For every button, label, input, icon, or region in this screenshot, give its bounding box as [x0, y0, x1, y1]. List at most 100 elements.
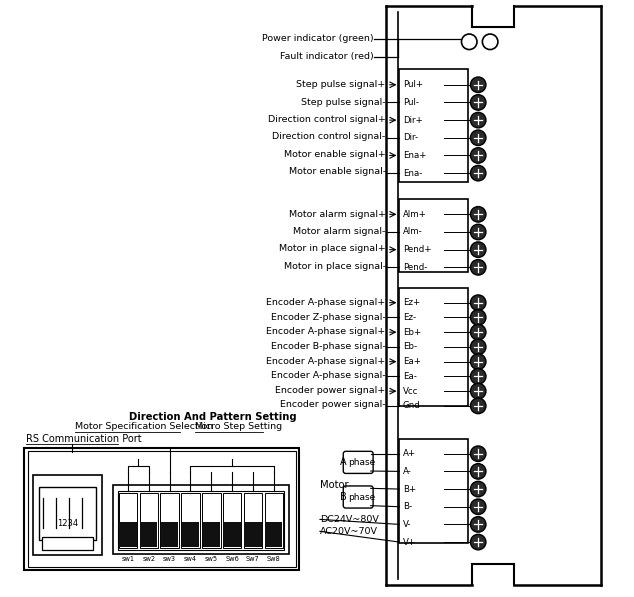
Bar — [202, 493, 221, 548]
Text: Dir+: Dir+ — [403, 116, 423, 125]
Text: Motor alarm signal-: Motor alarm signal- — [294, 227, 385, 236]
Text: Pend-: Pend- — [403, 263, 427, 272]
Circle shape — [470, 260, 486, 275]
Circle shape — [470, 516, 486, 532]
Text: Sw7: Sw7 — [246, 556, 260, 562]
Bar — [160, 493, 179, 548]
Circle shape — [470, 224, 486, 240]
Text: DC24V~80V: DC24V~80V — [320, 515, 379, 524]
Text: B-: B- — [403, 502, 412, 511]
Text: 1234: 1234 — [57, 519, 79, 528]
Text: Vcc: Vcc — [403, 387, 418, 396]
Text: sw3: sw3 — [163, 556, 176, 562]
Text: Encoder Z-phase signal-: Encoder Z-phase signal- — [271, 312, 385, 322]
Bar — [42, 537, 93, 550]
Circle shape — [470, 130, 486, 146]
Text: V-: V- — [403, 520, 411, 529]
Bar — [399, 288, 468, 406]
Bar — [28, 451, 295, 567]
FancyBboxPatch shape — [343, 451, 373, 473]
Text: Direction And Pattern Setting: Direction And Pattern Setting — [129, 412, 297, 421]
Text: Dir-: Dir- — [403, 133, 418, 142]
Text: sw1: sw1 — [122, 556, 134, 562]
Text: Ez-: Ez- — [403, 313, 416, 322]
Bar — [399, 199, 468, 272]
Bar — [140, 522, 157, 547]
Text: B: B — [340, 492, 346, 502]
Text: Power indicator (green): Power indicator (green) — [262, 34, 373, 44]
Text: Direction control signal-: Direction control signal- — [273, 132, 385, 141]
Text: AC20V~70V: AC20V~70V — [320, 527, 378, 536]
Text: Step pulse signal-: Step pulse signal- — [301, 97, 385, 107]
Bar — [244, 522, 262, 547]
Text: Sw6: Sw6 — [225, 556, 239, 562]
Text: Eb+: Eb+ — [403, 328, 421, 337]
Text: Pul+: Pul+ — [403, 80, 423, 90]
Text: Micro Step Setting: Micro Step Setting — [195, 422, 281, 432]
Text: Motor alarm signal+: Motor alarm signal+ — [288, 210, 385, 219]
Circle shape — [470, 95, 486, 110]
Text: Fault indicator (red): Fault indicator (red) — [280, 52, 373, 61]
FancyBboxPatch shape — [343, 486, 373, 508]
Bar — [264, 493, 283, 548]
Text: A+: A+ — [403, 449, 416, 458]
Circle shape — [470, 207, 486, 222]
Circle shape — [482, 34, 498, 50]
Circle shape — [470, 368, 486, 384]
Circle shape — [470, 464, 486, 479]
Text: Motor Specification Selection: Motor Specification Selection — [75, 422, 213, 432]
Text: Encoder B-phase signal-: Encoder B-phase signal- — [271, 341, 385, 351]
Circle shape — [470, 481, 486, 497]
Circle shape — [470, 242, 486, 257]
Text: Motor enable signal-: Motor enable signal- — [288, 167, 385, 176]
Bar — [117, 491, 284, 550]
Text: Motor: Motor — [320, 481, 349, 490]
Text: phase: phase — [348, 493, 375, 501]
Circle shape — [470, 499, 486, 515]
Text: Eb-: Eb- — [403, 343, 417, 352]
Bar — [181, 493, 200, 548]
Circle shape — [470, 112, 486, 128]
Bar — [224, 522, 241, 547]
Bar — [223, 493, 242, 548]
Bar — [39, 487, 96, 540]
Bar — [265, 522, 282, 547]
Text: Direction control signal+: Direction control signal+ — [268, 115, 385, 124]
Circle shape — [470, 77, 486, 93]
Circle shape — [462, 34, 477, 50]
Bar — [161, 522, 178, 547]
Circle shape — [470, 446, 486, 461]
Circle shape — [470, 310, 486, 325]
Text: sw5: sw5 — [205, 556, 218, 562]
Bar — [399, 69, 468, 182]
Text: Encoder power signal-: Encoder power signal- — [280, 400, 385, 410]
Text: Sw8: Sw8 — [267, 556, 281, 562]
Text: Ea-: Ea- — [403, 372, 417, 381]
Text: Alm-: Alm- — [403, 227, 423, 236]
Bar — [34, 475, 102, 555]
Bar — [113, 485, 289, 554]
Circle shape — [470, 398, 486, 414]
Circle shape — [470, 147, 486, 163]
Text: Ena-: Ena- — [403, 168, 422, 178]
Text: Encoder power signal+: Encoder power signal+ — [275, 386, 385, 395]
Text: Motor enable signal+: Motor enable signal+ — [284, 149, 385, 159]
Text: A-: A- — [403, 467, 411, 476]
Bar — [243, 493, 262, 548]
Bar — [399, 439, 468, 543]
Text: RS Communication Port: RS Communication Port — [25, 434, 141, 444]
Circle shape — [470, 165, 486, 181]
Text: Alm+: Alm+ — [403, 210, 427, 219]
Bar — [119, 522, 137, 547]
Bar — [25, 448, 299, 570]
Text: Encoder A-phase signal+: Encoder A-phase signal+ — [266, 298, 385, 307]
Circle shape — [470, 295, 486, 310]
Bar — [182, 522, 199, 547]
Bar — [119, 493, 137, 548]
Text: phase: phase — [348, 458, 375, 467]
Text: Step pulse signal+: Step pulse signal+ — [297, 80, 385, 90]
Circle shape — [470, 534, 486, 550]
Text: Encoder A-phase signal-: Encoder A-phase signal- — [271, 371, 385, 380]
Text: Ea+: Ea+ — [403, 357, 421, 366]
Text: Gnd: Gnd — [403, 401, 421, 410]
